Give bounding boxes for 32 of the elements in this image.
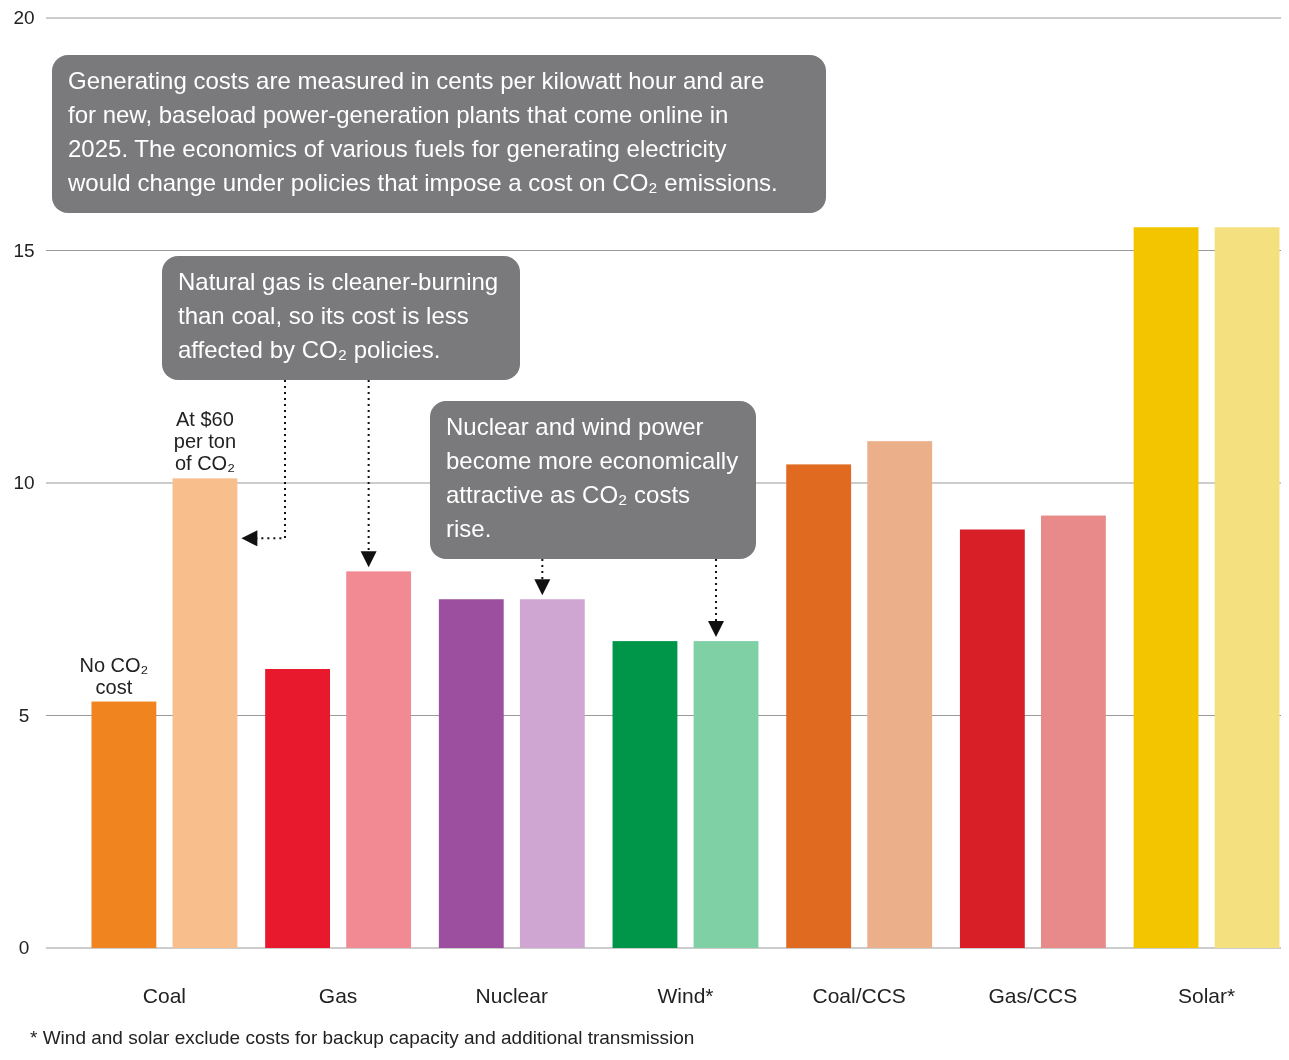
bar <box>959 529 1025 948</box>
x-tick-label: Gas/CCS <box>988 984 1078 1007</box>
bar <box>438 599 504 948</box>
bar <box>519 599 585 948</box>
bar <box>265 669 331 948</box>
bar <box>1040 515 1106 948</box>
series-label: No CO₂ cost <box>79 653 149 698</box>
bar <box>172 478 238 948</box>
bar <box>91 701 157 948</box>
bar <box>612 641 678 948</box>
bar <box>346 571 412 948</box>
x-tick-label: Wind* <box>657 984 714 1007</box>
bar <box>1133 227 1199 948</box>
y-tick-label: 0 <box>18 937 30 958</box>
annotation: Natural gas is cleaner-burning than coal, so its cost is less affected by CO₂ policies. <box>178 268 499 363</box>
bar <box>867 441 933 948</box>
x-tick-label: Coal/CCS <box>812 984 906 1007</box>
text: * Wind and solar exclude costs for backup capacity and additional transmission <box>30 1027 695 1048</box>
annotation: Nuclear and wind power become more economically attractive as CO₂ costs rise. <box>446 413 739 542</box>
bar <box>693 641 759 948</box>
y-tick-label: 20 <box>13 7 35 28</box>
y-tick-label: 15 <box>13 239 35 261</box>
bar <box>786 464 852 948</box>
x-tick-label: Solar* <box>1177 984 1236 1007</box>
bar <box>1214 227 1280 948</box>
series-label: At $60 per ton of CO₂ <box>173 408 237 475</box>
annotation: Generating costs are measured in cents per kilowatt hour and are for new, baseload power-generation plants that come online in 2025. The economics of various fuels for generating electricity would change under policies that impose a cost on CO₂ emissions. <box>67 67 778 196</box>
x-tick-label: Coal <box>142 984 187 1007</box>
x-tick-label: Gas <box>318 984 358 1007</box>
y-tick-label: 5 <box>18 704 30 726</box>
x-tick-label: Nuclear <box>475 984 548 1007</box>
y-tick-label: 10 <box>13 472 35 493</box>
